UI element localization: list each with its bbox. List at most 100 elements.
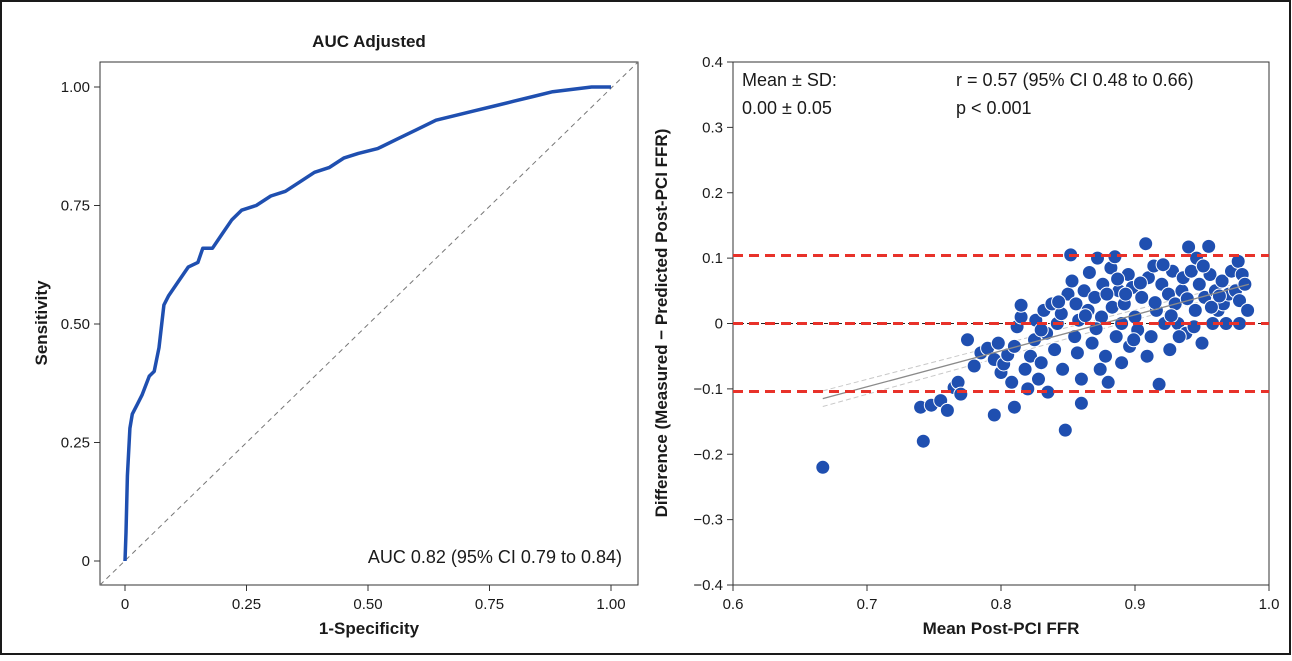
ba-scatter-point — [1073, 395, 1089, 411]
ba-scatter-point — [1240, 302, 1256, 318]
ba-scatter-point — [1006, 399, 1022, 415]
roc-x-axis-label: 1-Specificity — [319, 619, 420, 638]
ba-scatter-point — [1203, 299, 1219, 315]
ba-scatter-point — [1100, 374, 1116, 390]
ba-y-tick-label: 0.3 — [702, 119, 723, 136]
ba-scatter-point — [1051, 294, 1067, 310]
roc-auc-annotation: AUC 0.82 (95% CI 0.79 to 0.84) — [368, 547, 622, 567]
ba-scatter-point — [1084, 335, 1100, 351]
ba-scatter-point — [1081, 265, 1097, 280]
ba-scatter-point — [1138, 236, 1154, 252]
ba-y-tick-label: 0.2 — [702, 185, 723, 202]
ba-scatter-point — [990, 335, 1006, 351]
roc-y-tick-label: 0 — [82, 553, 90, 570]
ba-scatter-point — [986, 407, 1002, 423]
ba-scatter-point — [966, 358, 982, 374]
ba-scatter-point — [1118, 286, 1134, 302]
ba-scatter-point — [1179, 291, 1195, 307]
ba-y-tick-label: 0.1 — [702, 250, 723, 267]
ba-scatter-point — [960, 332, 975, 348]
ba-scatter-point — [1020, 381, 1036, 397]
ba-scatter-point — [1069, 345, 1085, 361]
roc-curve-line — [123, 85, 611, 562]
ba-scatter-point — [1162, 342, 1178, 358]
bland-altman-chart: 0.4 0.3 0.2 0.1 0 −0.1 −0.2 −0.3 −0.40.6 0.7 0.8 0.… — [652, 54, 1279, 638]
ba-scatter-point — [1031, 371, 1046, 387]
ba-scatter-point — [1076, 283, 1092, 299]
roc-x-tick-label: 0.75 — [475, 596, 504, 613]
roc-chart: 0 0 0.25 0.25 0.50 0.50 0.75 0.75 1.00 1.00 AUC Ad… — [32, 32, 639, 638]
ba-scatter-point — [1067, 329, 1083, 345]
ba-scatter-point — [1033, 322, 1049, 338]
ba-scatter-point — [1214, 273, 1230, 289]
ba-scatter-point — [939, 402, 955, 418]
ba-scatter-point — [1155, 257, 1171, 273]
ba-y-tick-label: −0.3 — [693, 512, 723, 529]
roc-y-tick-label: 0.25 — [61, 435, 90, 452]
ba-x-tick-label: 0.8 — [991, 596, 1012, 613]
ba-scatter-point — [1186, 319, 1202, 335]
ba-x-tick-label: 0.6 — [723, 596, 744, 613]
ba-scatter-point — [1181, 239, 1197, 255]
ba-y-tick-label: 0 — [715, 316, 723, 333]
roc-x-tick-label: 0.50 — [353, 596, 382, 613]
roc-y-tick-label: 1.00 — [61, 79, 90, 96]
ba-scatter-point — [1237, 276, 1253, 292]
ba-mean-sd-label: Mean ± SD: — [742, 70, 837, 90]
ba-mean-sd-value: 0.00 ± 0.05 — [742, 98, 832, 118]
ba-scatter-point — [1064, 273, 1080, 289]
ba-scatter-point — [1068, 296, 1084, 312]
ba-scatter-point — [1194, 335, 1210, 351]
ba-scatter-point — [1013, 297, 1029, 313]
ba-scatter-point — [1201, 238, 1217, 254]
ba-scatter-point — [1088, 321, 1104, 337]
ba-x-tick-label: 0.9 — [1125, 596, 1146, 613]
ba-scatter-point — [1139, 348, 1155, 364]
ba-scatter-point — [1171, 329, 1187, 345]
ba-scatter-point — [1143, 329, 1159, 345]
ba-regression-line — [822, 283, 1250, 400]
roc-x-tick-label: 1.00 — [596, 596, 625, 613]
ba-scatter-point — [1017, 361, 1033, 377]
ba-scatter-point — [1126, 332, 1142, 348]
ba-scatter-point — [1114, 355, 1130, 371]
ba-scatter-point — [1108, 329, 1124, 345]
ba-y-axis-label: Difference (Measured − Predicted Post-PC… — [652, 129, 671, 518]
ba-scatter-point — [1134, 289, 1150, 305]
ba-scatter-point — [1191, 276, 1207, 292]
ba-scatter-point — [1187, 302, 1203, 318]
ba-scatter-point — [1151, 376, 1167, 392]
ba-scatter-point — [1195, 258, 1211, 274]
ba-p-value-label: p < 0.001 — [956, 98, 1032, 118]
ba-scatter-point — [1132, 275, 1148, 291]
ba-x-axis-label: Mean Post-PCI FFR — [923, 619, 1080, 638]
roc-chart-title: AUC Adjusted — [312, 32, 426, 51]
ba-scatter-point — [1099, 286, 1115, 302]
roc-reference-diagonal — [99, 61, 639, 586]
ba-scatter-point — [1073, 371, 1089, 387]
ba-y-tick-label: 0.4 — [702, 54, 723, 71]
ba-scatter-point — [1055, 361, 1071, 377]
ba-scatter-point — [1057, 422, 1073, 438]
roc-x-tick-label: 0.25 — [232, 596, 261, 613]
ba-y-tick-label: −0.2 — [693, 446, 723, 463]
ba-scatter-point — [1127, 309, 1143, 325]
ba-scatter-point — [1163, 308, 1179, 324]
ba-scatter-point — [953, 386, 969, 402]
ba-scatter-point — [1004, 374, 1020, 390]
roc-y-tick-label: 0.75 — [61, 198, 90, 215]
ba-correlation-label: r = 0.57 (95% CI 0.48 to 0.66) — [956, 70, 1194, 90]
ba-scatter-point — [1232, 293, 1247, 309]
ba-scatter-point — [1033, 355, 1049, 371]
ba-y-tick-label: −0.4 — [693, 577, 723, 594]
ba-scatter-point — [815, 459, 831, 475]
roc-x-tick-label: 0 — [121, 596, 129, 613]
ba-scatter-point — [1098, 348, 1113, 364]
ba-y-tick-label: −0.1 — [693, 381, 723, 398]
ba-scatter-point — [1110, 271, 1126, 287]
ba-scatter-point — [1047, 342, 1063, 358]
